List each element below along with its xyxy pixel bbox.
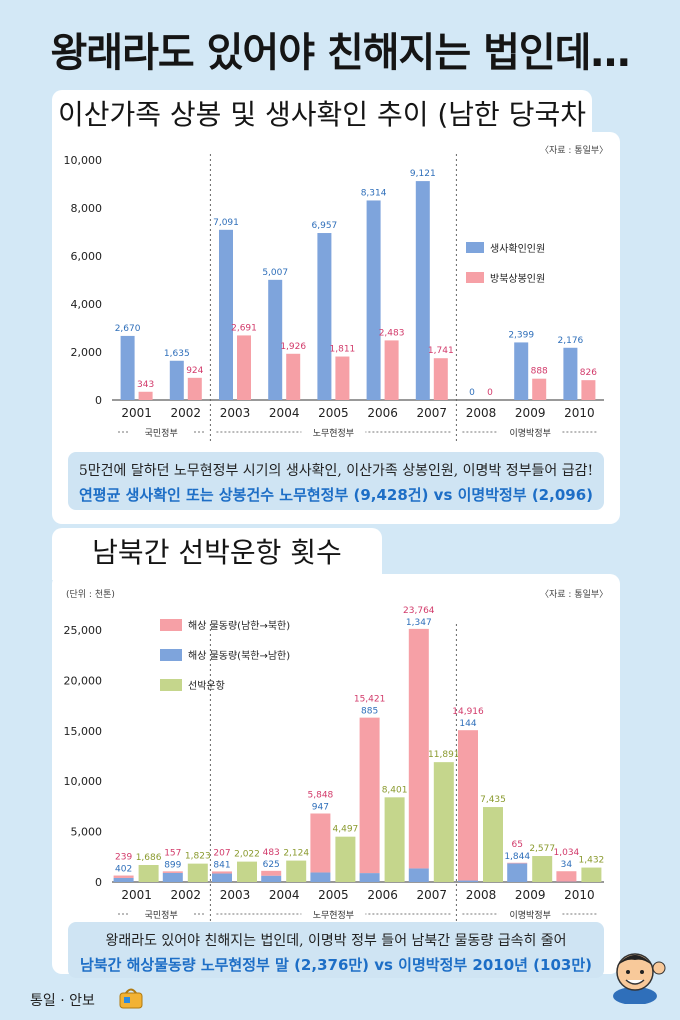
- chart2-unit: (단위 : 천톤): [66, 590, 115, 600]
- chart1-summary-line1: 5만건에 달하던 노무현정부 시기의 생사확인, 이산가족 상봉인원, 이명박 …: [78, 463, 594, 479]
- chart2-summary-line2: 남북간 해상물동량 노무현정부 말 (2,376만) vs 이명박정부 2010…: [79, 956, 592, 974]
- chart2-title: 남북간 선박운항 횟수: [92, 536, 342, 569]
- chart2-summary-band: 왕래라도 있어야 친해지는 법인데, 이명박 정부 들어 남북간 물동량 급속히…: [68, 922, 604, 978]
- chart1-source: 〈자료 : 통일부〉: [540, 146, 609, 156]
- footer-bag-icon: [119, 988, 143, 1009]
- cartoon-man-icon: [613, 953, 666, 1004]
- chart1-summary-line2: 연평균 생사확인 또는 상봉건수 노무현정부 (9,428건) vs 이명박정부…: [78, 486, 593, 504]
- chart2-source: 〈자료 : 통일부〉: [540, 590, 609, 600]
- chart2-summary-line1: 왕래라도 있어야 친해지는 법인데, 이명박 정부 들어 남북간 물동량 급속히…: [105, 933, 567, 949]
- chart2-title-tab: 남북간 선박운항 횟수: [52, 528, 382, 580]
- chart1-title: 이산가족 상봉 및 생사확인 추이 (남한 당국차원): [57, 98, 586, 181]
- footer-label: 통일 · 안보: [30, 993, 95, 1009]
- chart1-summary-band: 5만건에 달하던 노무현정부 시기의 생사확인, 이산가족 상봉인원, 이명박 …: [68, 452, 604, 510]
- page-headline: 왕래라도 있어야 친해지는 법인데…: [50, 30, 631, 76]
- chart2-panel: [52, 574, 620, 974]
